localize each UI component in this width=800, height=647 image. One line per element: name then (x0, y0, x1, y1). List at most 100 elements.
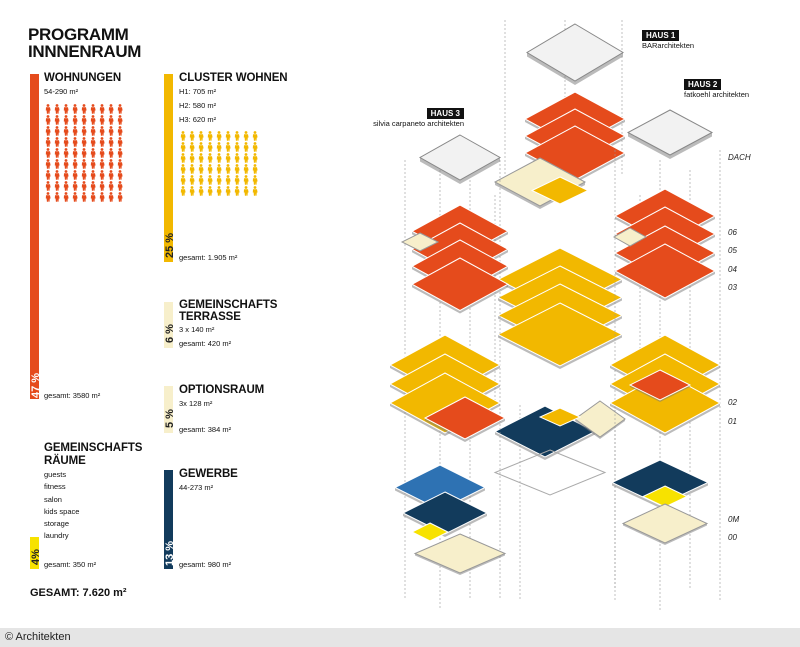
person-icon (225, 175, 231, 185)
person-icon (198, 175, 204, 185)
person-icon (198, 153, 204, 163)
person-icon (117, 192, 123, 202)
person-icon (45, 170, 51, 180)
person-icon (90, 137, 96, 147)
person-icon (54, 148, 60, 158)
person-icon (225, 142, 231, 152)
person-icon (108, 115, 114, 125)
person-icon (117, 148, 123, 158)
person-icon (216, 131, 222, 141)
gewerbe-bar (164, 470, 173, 569)
haus2-ground (621, 503, 709, 544)
gemein-item: laundry (44, 531, 69, 541)
person-icon (243, 164, 249, 174)
person-icon (225, 164, 231, 174)
person-icon (207, 175, 213, 185)
person-icon (72, 192, 78, 202)
person-icon (81, 170, 87, 180)
gemein-title-2: RÄUME (44, 455, 86, 467)
haus2-roof (626, 109, 714, 156)
person-icon (243, 153, 249, 163)
person-icon (216, 153, 222, 163)
person-icon (108, 137, 114, 147)
person-icon (81, 192, 87, 202)
person-icon (99, 137, 105, 147)
terrasse-title-1: GEMEINSCHAFTS (179, 299, 278, 311)
person-icon (252, 175, 258, 185)
person-icon (189, 153, 195, 163)
haus2-architect: fatkoehl architekten (684, 90, 750, 99)
person-icon (90, 115, 96, 125)
haus1-ground-outline (493, 449, 607, 496)
person-icon (180, 153, 186, 163)
person-icon (90, 192, 96, 202)
person-icon (54, 137, 60, 147)
person-icon (54, 159, 60, 169)
person-icon (63, 137, 69, 147)
haus3-roof (418, 134, 502, 181)
person-icon (234, 153, 240, 163)
gemein-item: fitness (44, 482, 66, 492)
cluster-title: CLUSTER WOHNEN (179, 72, 288, 84)
person-icon (99, 170, 105, 180)
person-icon (72, 115, 78, 125)
person-icon (81, 137, 87, 147)
person-icon (45, 126, 51, 136)
cluster-h3: H3: 620 m² (179, 115, 217, 124)
person-icon (207, 164, 213, 174)
floor-01: 01 (728, 417, 737, 426)
gewerbe-range: 44-273 m² (179, 483, 214, 492)
person-icon (180, 131, 186, 141)
credit-text: © Architekten (5, 631, 71, 643)
person-icon (72, 126, 78, 136)
person-icon (207, 142, 213, 152)
person-icon (99, 148, 105, 158)
person-icon (63, 159, 69, 169)
person-icon (63, 115, 69, 125)
person-icon (117, 137, 123, 147)
haus1-label: HAUS 1 BARarchitekten (642, 30, 694, 50)
terrasse-bar (164, 302, 173, 348)
person-icon (243, 175, 249, 185)
haus1-architect: BARarchitekten (642, 41, 695, 50)
person-icon (45, 148, 51, 158)
person-icon (216, 142, 222, 152)
person-icon (45, 192, 51, 202)
optionsraum-total: gesamt: 384 m² (179, 425, 232, 434)
person-icon (117, 115, 123, 125)
person-icon (81, 159, 87, 169)
person-icon (90, 181, 96, 191)
person-icon (252, 164, 258, 174)
person-icon (243, 186, 249, 196)
person-icon (234, 142, 240, 152)
grand-total: GESAMT: 7.620 m² (30, 587, 127, 599)
optionsraum-title: OPTIONSRAUM (179, 384, 265, 396)
cluster-h1: H1: 705 m² (179, 87, 217, 96)
person-icon (45, 104, 51, 114)
floor-0m: 0M (728, 515, 740, 524)
haus2-wohnen-low (628, 369, 692, 401)
gemein-item: kids space (44, 506, 80, 516)
optionsraum-detail: 3x 128 m² (179, 399, 213, 408)
wohnungen-bar (30, 74, 39, 399)
person-icon (117, 159, 123, 169)
person-icon (81, 126, 87, 136)
person-icon (90, 148, 96, 158)
person-icon (63, 104, 69, 114)
haus1-gemein (538, 407, 582, 427)
gemein-items: guests fitness salon kids space storage laund… (44, 469, 79, 543)
floor-05: 05 (728, 246, 737, 255)
cluster-people (179, 131, 259, 196)
person-icon (189, 131, 195, 141)
person-icon (117, 170, 123, 180)
person-icon (99, 159, 105, 169)
person-icon (108, 148, 114, 158)
person-icon (108, 170, 114, 180)
person-icon (189, 186, 195, 196)
wohnungen-people (44, 104, 124, 202)
person-icon (63, 181, 69, 191)
floor-02: 02 (728, 398, 737, 407)
person-icon (198, 131, 204, 141)
wohnungen-title: WOHNUNGEN (44, 72, 122, 84)
